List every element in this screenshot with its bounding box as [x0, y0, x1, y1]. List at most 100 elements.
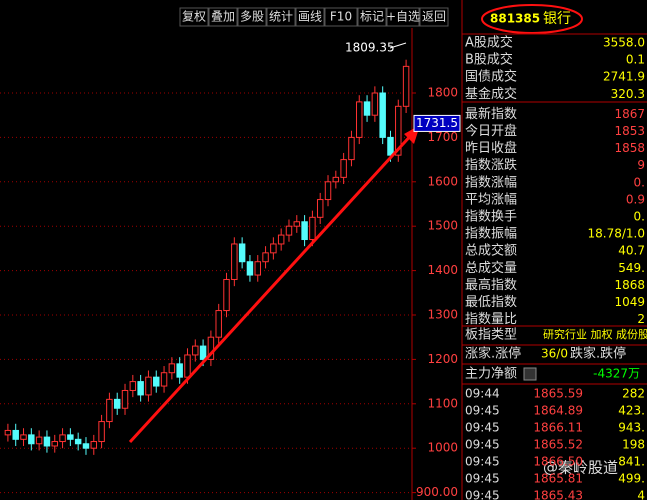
panel-label: 总成交额 — [465, 243, 517, 259]
y-tick-label: 1000 — [427, 441, 458, 455]
candle-body — [28, 434, 35, 445]
candle-body — [379, 92, 386, 138]
y-tick-label: 1300 — [427, 308, 458, 322]
toolbar-button-label[interactable]: 复权 — [182, 10, 206, 24]
flow-label: 主力净额 — [465, 367, 517, 382]
tick-price: 1865.81 — [533, 472, 583, 486]
candle-body — [43, 436, 51, 447]
panel-value: 1858 — [614, 141, 645, 155]
tick-price: 1865.52 — [533, 438, 583, 452]
toolbar-button[interactable] — [266, 7, 296, 27]
y-tick-label: 1700 — [427, 130, 458, 144]
tick-volume: 282 — [622, 387, 645, 401]
panel-label: 指数涨幅 — [465, 175, 517, 190]
panel-value: 9 — [637, 158, 645, 172]
candle-body — [35, 436, 43, 445]
candle-body — [82, 443, 90, 449]
toolbar-button-label[interactable]: 叠加 — [211, 10, 235, 24]
trend-line — [128, 130, 416, 444]
panel-label: 昨日收盘 — [465, 140, 517, 156]
toolbar-button-label[interactable]: +自选 — [386, 10, 420, 24]
panel-value: 0.1 — [626, 53, 645, 67]
tick-volume: 198 — [622, 438, 645, 452]
candle-body — [20, 434, 27, 440]
panel-value: 3558.0 — [603, 36, 645, 50]
y-tick-label: 1100 — [427, 396, 458, 410]
toolbar-button[interactable] — [419, 7, 449, 27]
candle-body — [402, 65, 410, 107]
candle-body — [184, 354, 191, 378]
tick-time: 09:45 — [465, 438, 500, 452]
candle-body — [59, 434, 66, 443]
panel-label: B股成交 — [465, 52, 513, 68]
candle-body — [223, 278, 230, 312]
candle-body — [332, 176, 340, 183]
tick-time: 09:45 — [465, 404, 500, 418]
candle-body — [176, 363, 183, 378]
tick-time: 09:45 — [465, 421, 500, 435]
toolbar-button-label[interactable]: 画线 — [298, 10, 322, 24]
tick-volume: 841. — [618, 455, 645, 469]
candle-body — [363, 101, 371, 116]
panel-code: 881385 — [490, 12, 540, 26]
toolbar-button-label[interactable]: F10 — [330, 10, 352, 24]
candle-body — [74, 438, 82, 445]
tick-price: 1865.43 — [533, 489, 583, 500]
panel-value: 1853 — [614, 124, 645, 138]
flow-icon[interactable] — [523, 367, 537, 381]
panel-label: 指数涨跌 — [465, 157, 517, 173]
panel-label: 最低指数 — [465, 295, 517, 310]
panel-label: A股成交 — [465, 35, 513, 51]
toolbar-button-label[interactable]: 返回 — [422, 10, 446, 24]
y-tick-label: 1500 — [427, 219, 458, 233]
y-tick-label: 1600 — [427, 174, 458, 188]
toolbar-button[interactable] — [208, 7, 238, 27]
toolbar-button-label[interactable]: 统计 — [269, 10, 293, 24]
tick-price: 1864.89 — [533, 404, 583, 418]
panel-label: 总成交量 — [465, 260, 517, 276]
candle-body — [356, 101, 363, 138]
flow-value: -4327万 — [593, 367, 640, 381]
panel-value: 1868 — [614, 278, 645, 292]
tick-time: 09:45 — [465, 455, 500, 469]
candle-body — [121, 389, 129, 409]
candle-body — [98, 421, 105, 443]
tick-time: 09:45 — [465, 472, 500, 486]
panel-value: 40.7 — [618, 244, 645, 258]
candle-body — [215, 310, 222, 338]
panel-value: 2741.9 — [603, 70, 645, 84]
candle-body — [51, 441, 58, 447]
candle-body — [153, 376, 160, 387]
toolbar-button[interactable] — [295, 7, 325, 27]
candle-body — [316, 199, 324, 218]
type-value: 研究行业 加权 成份股 — [543, 327, 647, 341]
candle-body — [293, 221, 301, 227]
candle-body — [301, 221, 308, 241]
high-pointer — [389, 42, 407, 49]
candle-body — [145, 376, 152, 396]
toolbar-button[interactable] — [324, 7, 358, 27]
candle-body — [113, 398, 121, 409]
candle-body — [340, 159, 347, 178]
panel-value: 0.9 — [626, 192, 645, 206]
panel-value: 0. — [634, 175, 645, 189]
toolbar-button[interactable] — [357, 7, 387, 27]
tick-volume: 423. — [618, 404, 645, 418]
toolbar-button[interactable] — [179, 7, 209, 27]
candle-body — [387, 136, 394, 156]
toolbar-button[interactable] — [386, 7, 420, 27]
panel-label: 指数量比 — [465, 312, 517, 327]
toolbar-button-label[interactable]: 多股 — [240, 10, 264, 24]
panel-label: 国债成交 — [465, 69, 517, 85]
candle-body — [4, 429, 12, 436]
panel-value: 2 — [637, 312, 645, 326]
panel-value: 1049 — [614, 295, 645, 309]
y-tick-label: 1200 — [427, 352, 458, 366]
type-label: 板指类型 — [465, 328, 517, 343]
panel-label: 最新指数 — [465, 106, 517, 122]
candle-body — [324, 181, 332, 201]
panel-label: 最高指数 — [465, 277, 517, 293]
toolbar-button[interactable] — [237, 7, 267, 27]
toolbar-button-label[interactable]: 标记 — [360, 10, 384, 24]
